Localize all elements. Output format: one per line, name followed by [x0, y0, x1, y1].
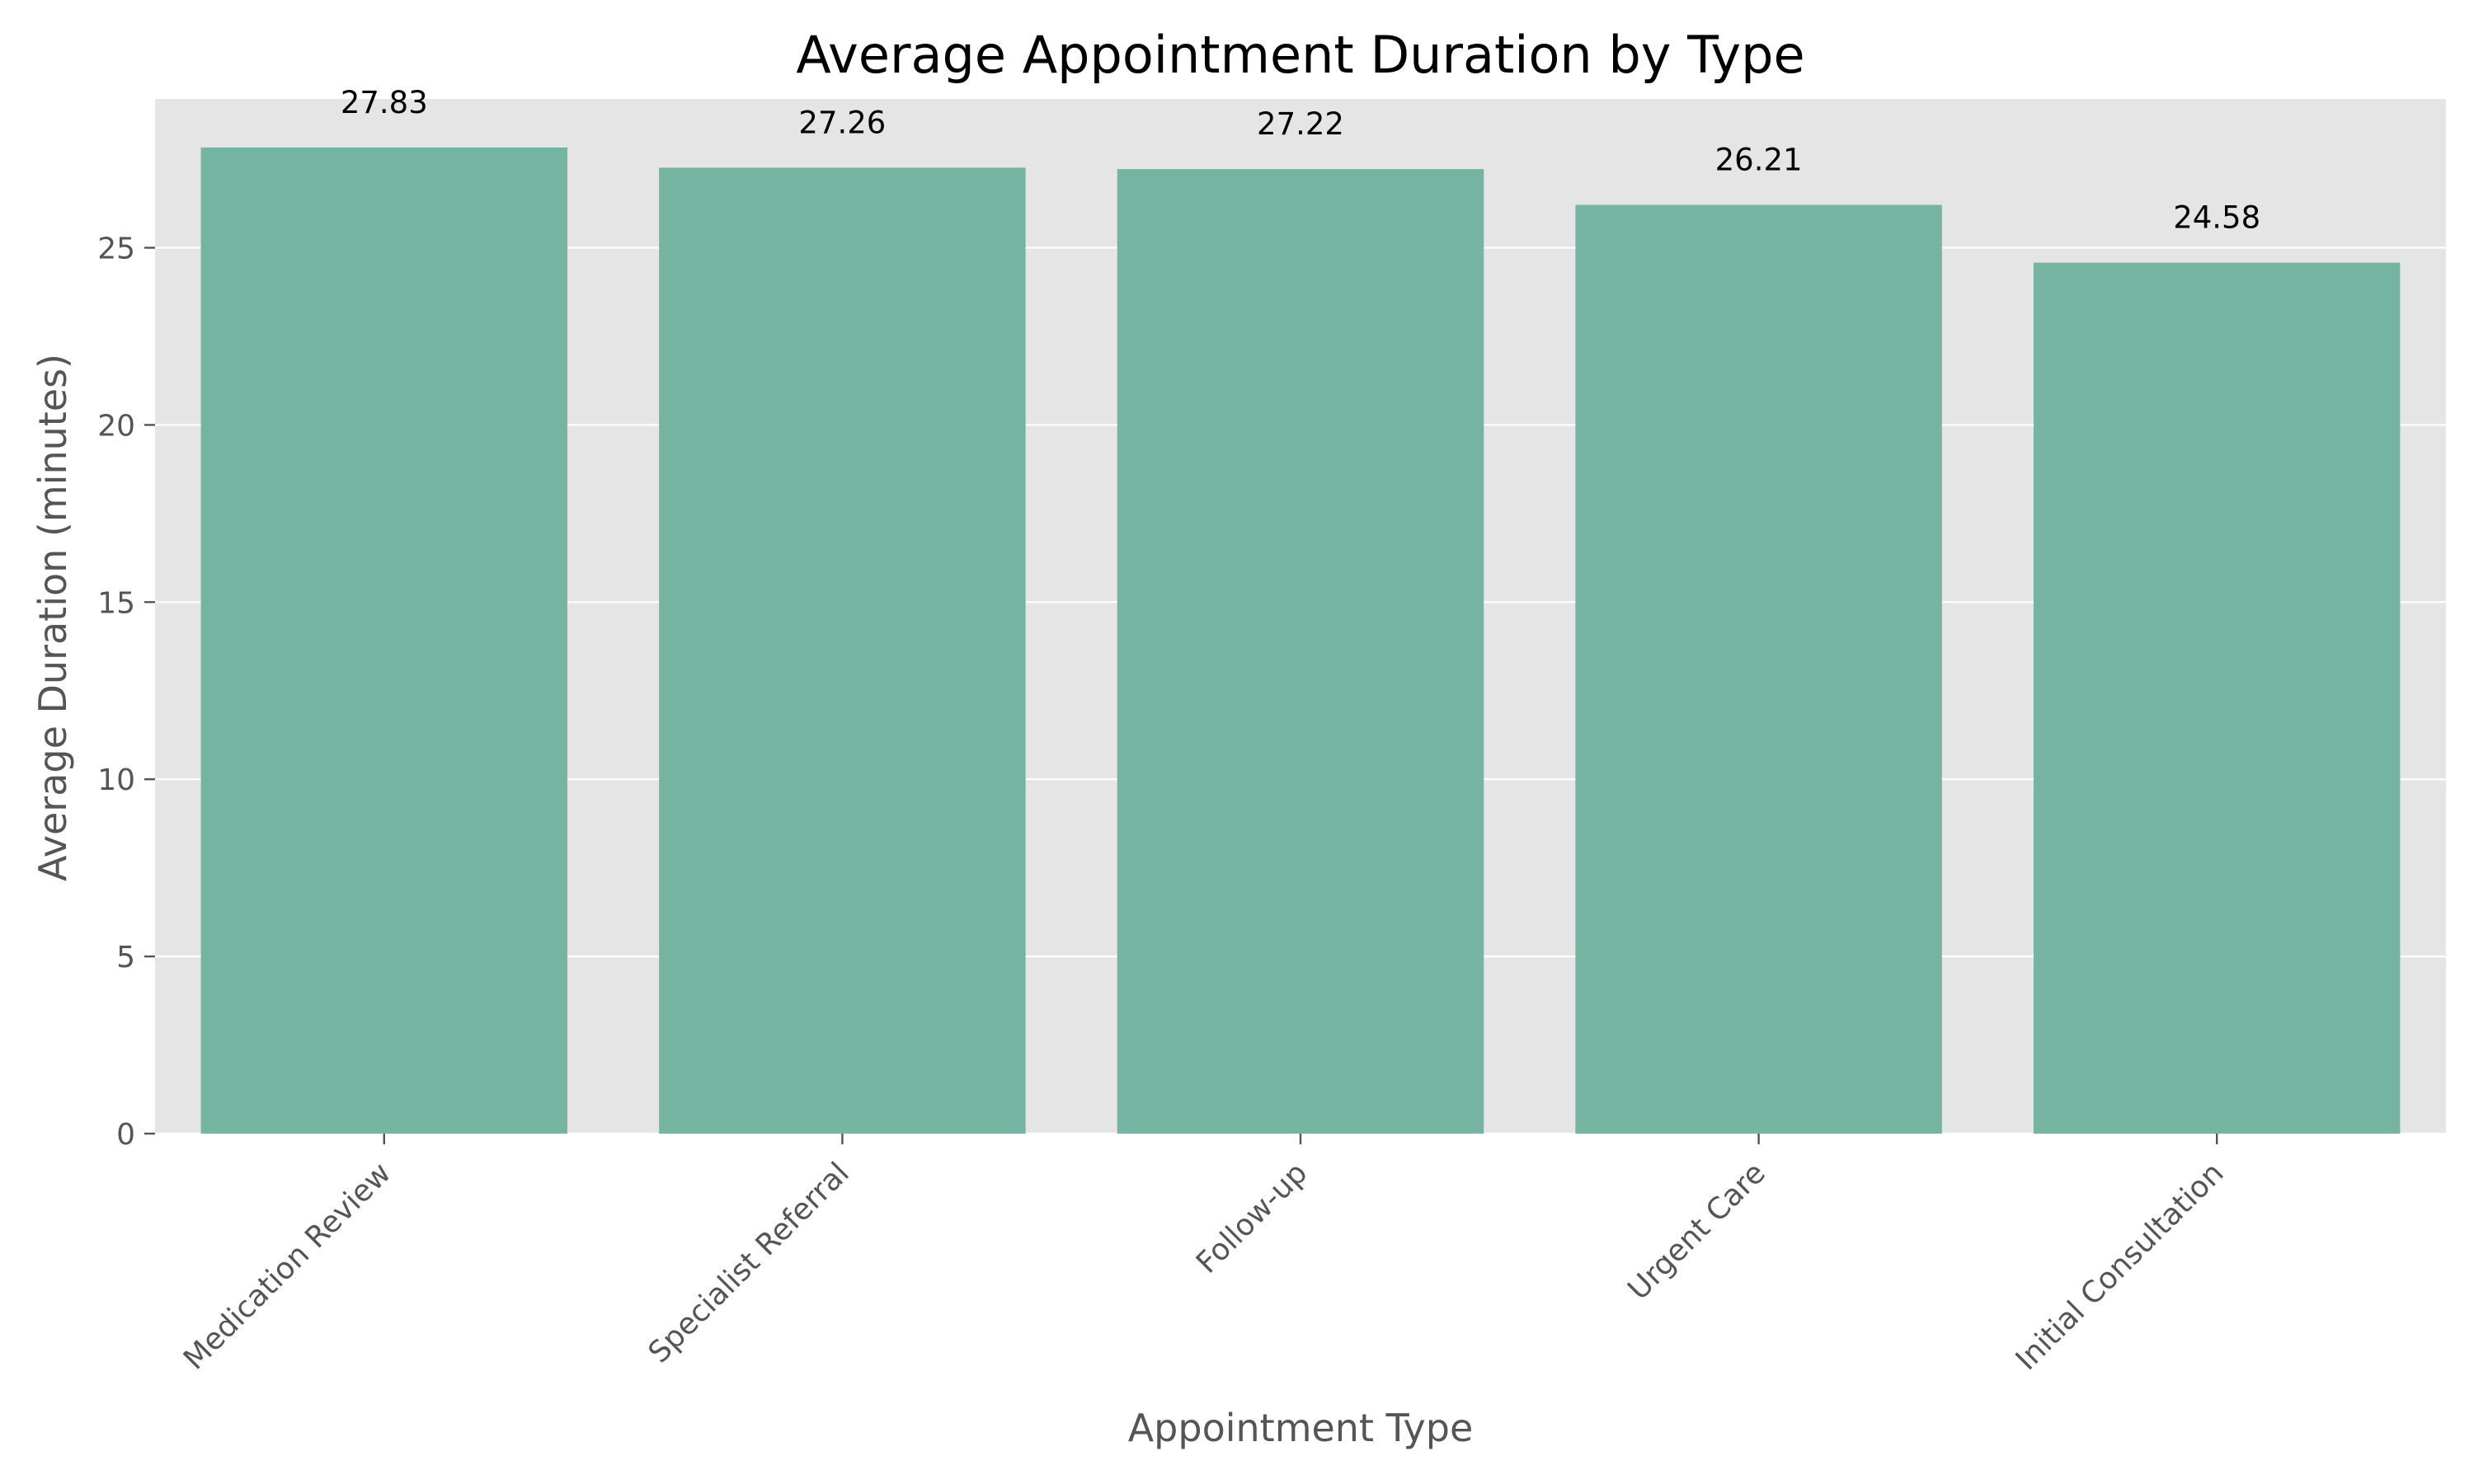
y-tick-label: 20	[97, 409, 135, 443]
bar	[1575, 204, 1942, 1134]
bar-value-label: 24.58	[2173, 200, 2260, 236]
y-tick-label: 15	[97, 586, 135, 620]
y-tick-label: 5	[116, 941, 135, 974]
y-axis-ticks: 0 5 10 15 20 25	[97, 232, 155, 1152]
bar	[200, 147, 568, 1134]
y-tick-label: 25	[97, 232, 135, 266]
y-axis-label: Average Duration (minutes)	[31, 354, 75, 881]
bar-value-label: 27.26	[798, 105, 886, 140]
bar	[1117, 169, 1484, 1134]
bar-value-label: 26.21	[1715, 143, 1803, 178]
data-labels: 27.83 27.26 27.22 26.21 24.58	[341, 85, 2260, 236]
bar	[659, 167, 1026, 1134]
bar-value-label: 27.22	[1257, 106, 1344, 142]
y-tick-label: 10	[97, 763, 135, 797]
y-tick-label: 0	[116, 1118, 135, 1152]
x-axis-label: Appointment Type	[1128, 1406, 1474, 1450]
bar	[2033, 262, 2401, 1134]
bar-value-label: 27.83	[341, 85, 428, 120]
bars	[200, 147, 2401, 1134]
chart-title: Average Appointment Duration by Type	[796, 25, 1804, 85]
